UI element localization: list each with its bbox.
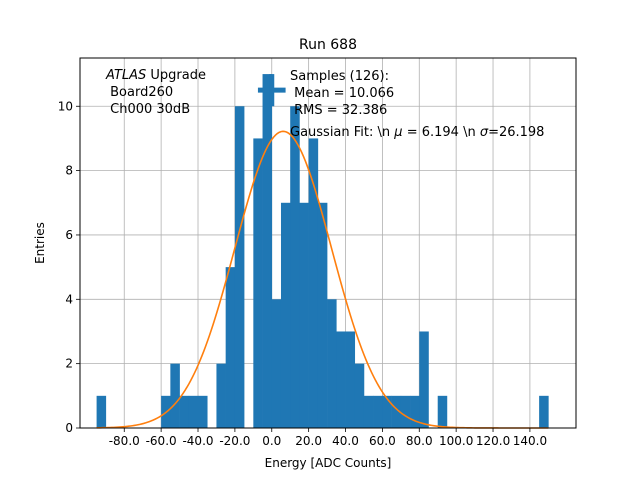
x-tick-label: 100.0 <box>439 434 473 448</box>
y-tick-label: 0 <box>65 421 73 435</box>
histogram-bar <box>225 267 236 428</box>
x-tick-label: 140.0 <box>513 434 547 448</box>
histogram-bar <box>280 202 291 428</box>
histogram-bar <box>308 138 319 428</box>
gaussian-fit-label: Gaussian Fit: \n μ = 6.194 \n σ=26.198 <box>290 125 544 140</box>
histogram-bar <box>290 106 300 429</box>
rms-label: RMS = 32.386 <box>290 103 387 118</box>
histogram-bar <box>179 395 190 428</box>
y-tick-label: 10 <box>58 99 73 113</box>
histogram-bar <box>400 395 411 428</box>
histogram-bar <box>299 202 309 428</box>
y-tick-label: 2 <box>65 357 73 371</box>
board-label: Board260 <box>106 85 173 100</box>
atlas-upgrade: Upgrade <box>146 68 206 83</box>
histogram-bar <box>170 363 180 428</box>
y-tick-label: 4 <box>65 292 73 306</box>
fit-mu-value: = 6.194 \n <box>403 125 480 140</box>
histogram-bar <box>198 395 208 428</box>
channel-label: Ch000 30dB <box>106 102 190 117</box>
x-axis-label: Energy [ADC Counts] <box>265 456 392 470</box>
histogram-bar <box>336 331 346 428</box>
chart-title: Run 688 <box>299 37 357 53</box>
histogram-bar <box>410 395 420 428</box>
x-tick-label: 40.0 <box>332 434 359 448</box>
y-tick-label: 6 <box>65 228 73 242</box>
histogram-bar <box>419 331 429 428</box>
x-tick-label: 0.0 <box>262 434 281 448</box>
fit-prefix: Gaussian Fit: \n <box>290 125 394 140</box>
histogram-bar <box>271 299 282 428</box>
x-tick-label: 80.0 <box>406 434 433 448</box>
histogram-bar <box>216 363 226 428</box>
x-axis-ticks: -80.0 -60.0 -40.0 -20.0 0.0 20.0 40.0 60.0 80.0 1… <box>109 428 547 448</box>
histogram-bar <box>363 395 374 428</box>
y-axis-label: Entries <box>33 222 47 264</box>
histogram-bar <box>373 395 383 428</box>
mean-error-marker <box>257 74 286 107</box>
atlas-italic: ATLAS <box>105 68 146 83</box>
histogram-bar <box>539 395 549 428</box>
histogram-bar <box>382 395 392 428</box>
y-tick-label: 8 <box>65 164 73 178</box>
histogram-bar <box>437 395 448 428</box>
histogram-bar <box>96 395 107 428</box>
plot-frame <box>79 57 577 429</box>
histogram-bar <box>253 138 263 428</box>
histogram-bar <box>188 395 199 428</box>
x-tick-label: -60.0 <box>146 434 177 448</box>
y-axis-ticks: 0 2 4 6 8 10 <box>58 99 80 435</box>
samples-label: Samples (126): <box>290 69 389 84</box>
histogram-bar <box>354 363 365 428</box>
histogram-bar <box>262 74 273 428</box>
fit-sigma-symbol: σ <box>480 125 489 140</box>
fit-sigma-value: =26.198 <box>488 125 544 140</box>
mean-label: Mean = 10.066 <box>290 86 394 101</box>
x-tick-label: -40.0 <box>182 434 213 448</box>
histogram-bar <box>327 299 337 428</box>
histogram-bar <box>391 395 402 428</box>
x-tick-label: 120.0 <box>476 434 510 448</box>
histogram-bar <box>234 106 245 429</box>
x-tick-label: 20.0 <box>295 434 322 448</box>
histogram-bar <box>317 202 328 428</box>
x-tick-label: -20.0 <box>219 434 250 448</box>
x-tick-label: 60.0 <box>369 434 396 448</box>
x-tick-label: -80.0 <box>109 434 140 448</box>
histogram-bar <box>345 331 356 428</box>
atlas-label: ATLAS Upgrade <box>105 68 206 83</box>
fit-mu-symbol: μ <box>393 125 402 140</box>
